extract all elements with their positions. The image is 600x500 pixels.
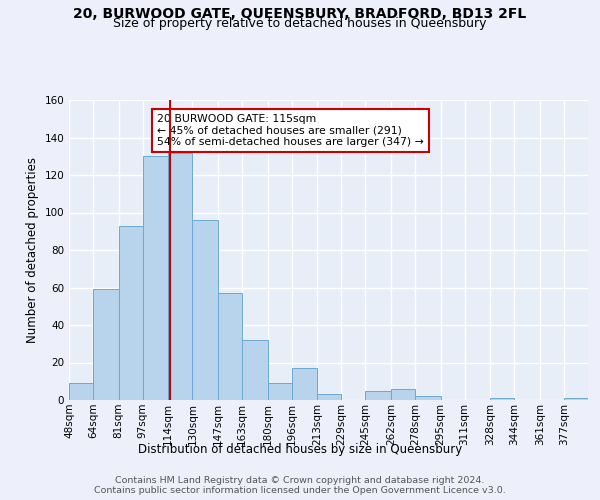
Text: Size of property relative to detached houses in Queensbury: Size of property relative to detached ho… <box>113 18 487 30</box>
Bar <box>69 383 93 400</box>
Bar <box>564 398 588 400</box>
Bar <box>317 394 341 400</box>
Bar <box>119 226 143 400</box>
Y-axis label: Number of detached properties: Number of detached properties <box>26 157 39 343</box>
Bar <box>365 390 391 400</box>
Bar <box>143 156 168 400</box>
Bar <box>218 293 242 400</box>
Bar <box>268 383 292 400</box>
Bar <box>292 368 317 400</box>
Text: Contains public sector information licensed under the Open Government Licence v3: Contains public sector information licen… <box>94 486 506 495</box>
Text: 20 BURWOOD GATE: 115sqm
← 45% of detached houses are smaller (291)
54% of semi-d: 20 BURWOOD GATE: 115sqm ← 45% of detache… <box>157 114 424 146</box>
Bar <box>391 389 415 400</box>
Bar <box>168 152 193 400</box>
Bar <box>193 220 218 400</box>
Bar <box>242 340 268 400</box>
Text: Distribution of detached houses by size in Queensbury: Distribution of detached houses by size … <box>138 442 462 456</box>
Text: 20, BURWOOD GATE, QUEENSBURY, BRADFORD, BD13 2FL: 20, BURWOOD GATE, QUEENSBURY, BRADFORD, … <box>73 8 527 22</box>
Bar <box>415 396 440 400</box>
Bar <box>93 290 119 400</box>
Bar <box>490 398 514 400</box>
Text: Contains HM Land Registry data © Crown copyright and database right 2024.: Contains HM Land Registry data © Crown c… <box>115 476 485 485</box>
